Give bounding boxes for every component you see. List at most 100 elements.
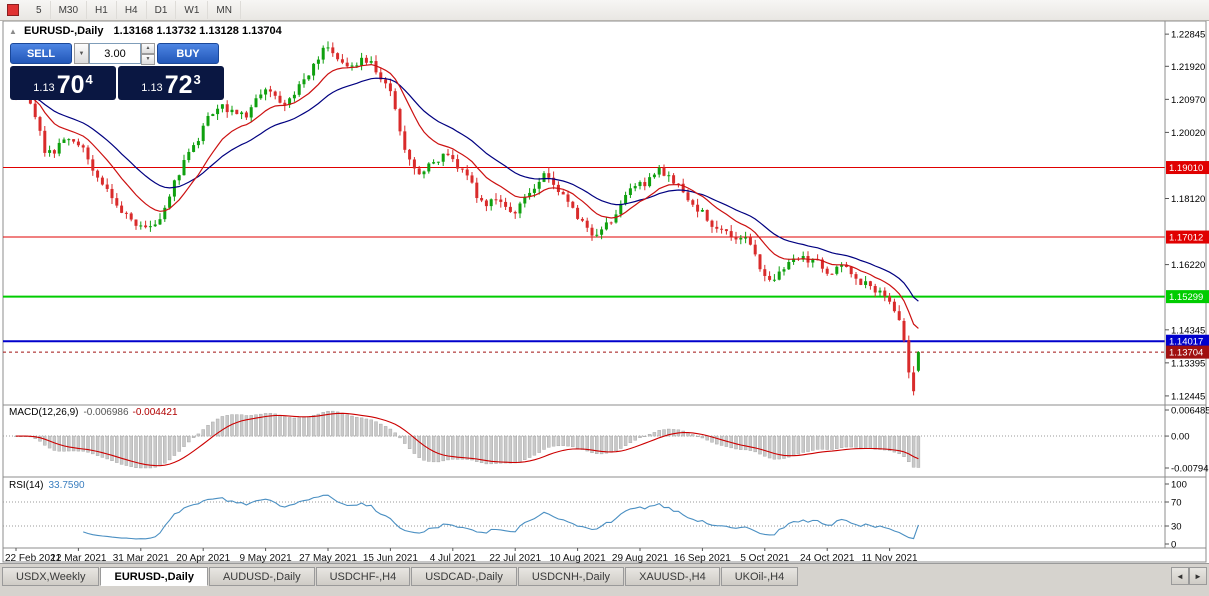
hline-price-label[interactable] [1166,334,1209,348]
hline-price-label-text: 1.17012 [1169,233,1203,244]
candle-body [878,290,882,293]
candle-body [868,281,872,287]
collapse-trade-panel-icon[interactable]: ▲ [9,27,17,36]
timeframe-5[interactable]: 5 [28,1,51,19]
candle-body [230,109,234,113]
candle-body [897,311,901,321]
candle-body [537,181,541,189]
candle-body [379,72,383,80]
candle-body [211,114,215,116]
buy-price-display[interactable]: 1.13 72 3 [118,66,224,100]
candle-body [120,205,124,213]
stepper-up-icon[interactable]: ▲ [141,43,155,54]
candle-body [427,163,431,172]
chart-tab-eurusd-daily[interactable]: EURUSD-,Daily [100,567,208,586]
candle-body [724,229,728,232]
price-axis-label: 1.21920 [1171,62,1205,73]
buy-price-prefix: 1.13 [141,82,163,94]
timeframe-m30[interactable]: M30 [51,1,88,19]
candle-body [312,63,316,76]
candle-body [259,94,263,99]
chart-tab-xauusd-h4[interactable]: XAUUSD-,H4 [625,567,720,586]
timeframe-w1[interactable]: W1 [176,1,209,19]
buy-button[interactable]: BUY [157,43,219,64]
candle-body [115,198,119,206]
price-axis-label: 1.20970 [1171,95,1205,106]
hline-price-label-text: 1.19010 [1169,163,1203,174]
candle-body [321,47,325,60]
timeframe-d1[interactable]: D1 [147,1,177,19]
candle-body [206,115,210,126]
candle-body [412,159,416,169]
timeframe-h1[interactable]: H1 [87,1,117,19]
chart-period-icon[interactable] [7,4,19,16]
candle-body [288,98,292,105]
candle-body [859,278,863,285]
timeframe-toolbar: 5 M30 H1 H4 D1 W1 MN [0,0,1209,21]
volume-input[interactable] [89,43,141,64]
chart-tab-bar: USDX,Weekly EURUSD-,Daily AUDUSD-,Daily USD… [0,563,1209,596]
current-price-label[interactable] [1166,345,1209,359]
date-label: 22 Jul 2021 [489,553,541,564]
candle-body [748,237,752,245]
volume-dropdown-button[interactable]: ▼ [74,43,89,64]
candle-body [638,182,642,187]
candle-body [912,372,916,392]
candle-body [187,151,191,161]
tab-scrollbar: ◄ ► [1171,567,1207,585]
candle-body [643,182,647,187]
candle-body [235,109,239,115]
sell-price-big: 70 [56,71,85,99]
candle-body [499,199,503,202]
scroll-right-button[interactable]: ► [1189,567,1207,585]
scroll-left-button[interactable]: ◄ [1171,567,1189,585]
stepper-down-icon[interactable]: ▼ [141,54,155,65]
chart-tab-usdx-weekly[interactable]: USDX,Weekly [2,567,100,586]
trade-controls-row: SELL ▼ ▲▼ BUY [10,43,224,65]
candle-body [216,108,220,115]
candle-body [369,61,373,63]
candle-body [244,112,248,118]
macd-axis-label: 0.006485 [1171,406,1209,417]
candle-body [547,173,551,178]
date-label: 29 Aug 2021 [612,553,669,564]
candle-body [561,192,565,195]
candle-body [648,177,652,187]
timeframe-buttons: 5 M30 H1 H4 D1 W1 MN [28,0,241,20]
timeframe-h4[interactable]: H4 [117,1,147,19]
candle-body [892,301,896,312]
chart-tab-usdcad-daily[interactable]: USDCAD-,Daily [411,567,517,586]
candle-body [139,225,143,227]
candle-body [758,254,762,270]
candle-body [124,212,128,214]
chart-tab-audusd-daily[interactable]: AUDUSD-,Daily [208,567,315,586]
date-label: 22 Feb 2021 [5,553,62,564]
chart-tab-ukoil-h4[interactable]: UKOil-,H4 [720,567,799,586]
candle-body [398,109,402,132]
sell-price-display[interactable]: 1.13 70 4 [10,66,116,100]
candle-body [571,201,575,208]
rsi-name: RSI(14) [9,480,44,491]
candle-body [652,174,656,178]
candle-body [542,173,546,182]
hline-price-label[interactable] [1166,230,1209,244]
macd-axis-label: 0.00 [1171,432,1190,443]
hline-price-label[interactable] [1166,290,1209,304]
candle-body [883,290,887,297]
candle-body [91,159,95,171]
chart-tabs: USDX,Weekly EURUSD-,Daily AUDUSD-,Daily USD… [2,567,799,586]
sell-button[interactable]: SELL [10,43,72,64]
timeframe-mn[interactable]: MN [208,1,241,19]
chart-tab-usdcnh-daily[interactable]: USDCNH-,Daily [517,567,625,586]
chart-tab-usdchf-h4[interactable]: USDCHF-,H4 [315,567,411,586]
candle-body [403,131,407,150]
candle-body [129,213,133,220]
date-label: 16 Sep 2021 [674,553,731,564]
macd-indicator-label: MACD(12,26,9) -0.006986 -0.004421 [9,407,178,418]
hline-price-label[interactable] [1166,161,1209,175]
rsi-axis-label: 70 [1171,498,1182,509]
candle-body [52,150,56,154]
candle-body [292,94,296,99]
